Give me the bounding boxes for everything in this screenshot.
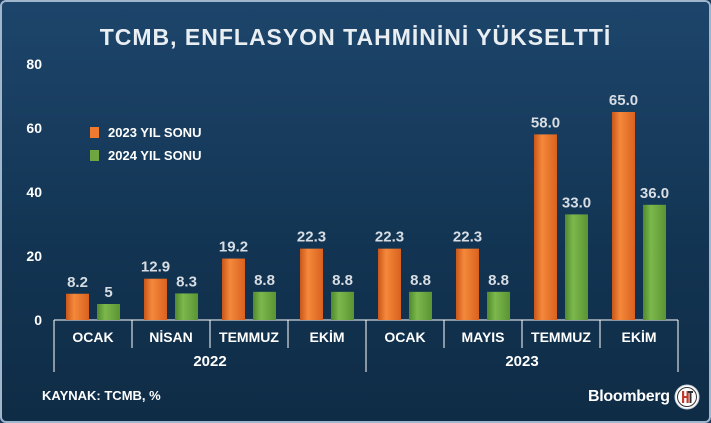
- data-label: 8.2: [67, 274, 88, 291]
- x-tick-label: TEMMUZ: [531, 329, 591, 345]
- data-label: 22.3: [375, 229, 404, 246]
- legend-label: 2023 YIL SONU: [108, 125, 201, 140]
- bloomberg-logo-text: Bloomberg: [588, 388, 670, 405]
- data-label: 8.8: [410, 272, 431, 289]
- bar: [144, 278, 167, 320]
- y-tick-label: 20: [26, 248, 42, 264]
- data-label: 22.3: [453, 229, 482, 246]
- bar: [409, 291, 432, 320]
- data-label: 58.0: [531, 114, 560, 131]
- data-label: 8.8: [332, 272, 353, 289]
- data-label: 22.3: [297, 229, 326, 246]
- data-label: 12.9: [141, 259, 170, 276]
- bar: [643, 204, 666, 320]
- bar: [97, 304, 120, 320]
- bar: [175, 293, 198, 320]
- chart-title: TCMB, ENFLASYON TAHMİNİNİ YÜKSELTTİ: [99, 24, 612, 50]
- x-tick-label: EKİM: [310, 329, 345, 345]
- legend-swatch: [90, 150, 99, 161]
- data-label: 36.0: [640, 185, 669, 202]
- x-tick-label: NİSAN: [149, 329, 193, 345]
- bar: [300, 248, 323, 320]
- data-label: 33.0: [562, 194, 591, 211]
- x-group-label: 2022: [193, 353, 226, 370]
- legend-swatch: [90, 127, 99, 138]
- y-tick-label: 80: [26, 56, 42, 72]
- data-label: 8.8: [254, 272, 275, 289]
- x-group-label: 2023: [505, 353, 538, 370]
- legend-label: 2024 YIL SONU: [108, 148, 201, 163]
- ht-emblem-icon: [674, 384, 700, 410]
- bar: [534, 134, 557, 320]
- data-label: 5: [104, 284, 112, 301]
- data-label: 8.3: [176, 273, 197, 290]
- bar: [222, 258, 245, 320]
- bar: [66, 293, 89, 320]
- x-tick-label: OCAK: [72, 329, 113, 345]
- y-tick-label: 60: [26, 120, 42, 136]
- data-label: 65.0: [609, 92, 638, 109]
- y-tick-label: 40: [26, 184, 42, 200]
- y-tick-label: 0: [34, 312, 42, 328]
- bar: [331, 291, 354, 320]
- data-label: 8.8: [488, 272, 509, 289]
- source-note: KAYNAK: TCMB, %: [42, 388, 161, 403]
- bar: [378, 248, 401, 320]
- x-tick-label: EKİM: [622, 329, 657, 345]
- bar: [612, 112, 635, 320]
- data-label: 19.2: [219, 239, 248, 256]
- bar: [565, 214, 588, 320]
- x-tick-label: TEMMUZ: [219, 329, 279, 345]
- x-tick-label: OCAK: [384, 329, 425, 345]
- x-tick-label: MAYIS: [461, 329, 504, 345]
- bar: [253, 291, 276, 320]
- bar: [487, 291, 510, 320]
- bar: [456, 248, 479, 320]
